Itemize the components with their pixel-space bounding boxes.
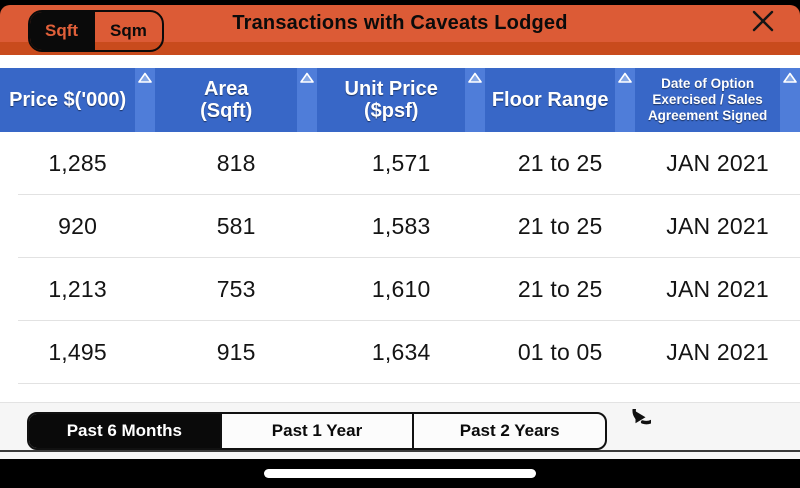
cell-unit-price: 1,571 <box>371 149 431 176</box>
cell-price: 920 <box>58 212 98 239</box>
spacer <box>0 452 800 459</box>
segment-past-2-years[interactable]: Past 2 Years <box>459 421 560 440</box>
cell-price: 1,495 <box>48 338 107 365</box>
column-header-label: Price $('000) <box>9 88 127 111</box>
time-range-segmented-control: Past 6 Months Past 1 Year Past 2 Years <box>27 412 607 450</box>
sort-control-unit-price[interactable] <box>465 68 486 132</box>
cell-unit-price: 1,583 <box>371 212 431 239</box>
cell-area: 753 <box>216 275 256 302</box>
segment-past-6-months[interactable]: Past 6 Months <box>29 414 222 448</box>
refresh-button[interactable] <box>613 396 660 452</box>
column-header-floor-range[interactable]: Floor Range <box>485 68 636 132</box>
home-indicator-handle[interactable] <box>264 469 536 478</box>
cell-floor-range: 21 to 25 <box>517 275 603 302</box>
column-header-label: Unit Price ($psf) <box>344 77 438 122</box>
table-row: 920 581 1,583 21 to 25 JAN 2021 <box>0 195 800 257</box>
segment-past-1-year[interactable]: Past 1 Year <box>222 414 415 448</box>
table-row: 1,285 818 1,571 21 to 25 JAN 2021 <box>0 132 800 194</box>
column-header-label: Floor Range <box>491 88 609 111</box>
cell-price: 1,213 <box>48 275 107 302</box>
cell-unit-price: 1,634 <box>371 338 431 365</box>
title-bar-accent-strip <box>0 42 800 55</box>
home-bar <box>0 459 800 488</box>
sort-control-floor-range[interactable] <box>615 68 636 132</box>
cell-date: JAN 2021 <box>666 338 769 365</box>
sort-control-area[interactable] <box>297 68 318 132</box>
cell-date: JAN 2021 <box>666 212 769 239</box>
cell-floor-range: 21 to 25 <box>517 212 603 239</box>
column-header-date[interactable]: Date of Option Exercised / Sales Agreeme… <box>635 68 800 132</box>
close-button[interactable] <box>748 9 778 39</box>
cell-floor-range: 01 to 05 <box>517 338 603 365</box>
cell-area: 581 <box>216 212 256 239</box>
sort-control-price[interactable] <box>135 68 156 132</box>
cell-area: 915 <box>216 338 256 365</box>
cell-floor-range: 21 to 25 <box>517 149 603 176</box>
column-header-label: Area (Sqft) <box>200 77 253 122</box>
column-header-area[interactable]: Area (Sqft) <box>155 68 318 132</box>
row-divider <box>18 257 800 258</box>
column-header-price[interactable]: Price $('000) <box>0 68 156 132</box>
footer-toolbar: Past 6 Months Past 1 Year Past 2 Years <box>0 396 800 452</box>
sort-control-date[interactable] <box>779 68 800 132</box>
spacer <box>0 55 800 68</box>
column-header-label: Date of Option Exercised / Sales Agreeme… <box>647 76 768 123</box>
toggle-sqm-button[interactable]: Sqm <box>93 12 162 50</box>
table-row: 1,213 753 1,610 21 to 25 JAN 2021 <box>0 258 800 320</box>
close-icon <box>750 8 776 39</box>
row-divider <box>18 194 800 195</box>
unit-toggle: Sqft Sqm <box>28 10 164 52</box>
row-divider <box>18 320 800 321</box>
refresh-icon <box>615 396 660 452</box>
cell-price: 1,285 <box>48 149 107 176</box>
cell-unit-price: 1,610 <box>371 275 431 302</box>
cell-date: JAN 2021 <box>666 149 769 176</box>
page-title: Transactions with Caveats Lodged <box>232 12 568 34</box>
row-divider <box>18 383 800 384</box>
table-header: Price $('000) Area (Sqft) Unit Price ($p… <box>0 68 800 132</box>
toggle-sqft-button[interactable]: Sqft <box>30 12 94 50</box>
table-row: 1,495 915 1,634 01 to 05 JAN 2021 <box>0 321 800 383</box>
column-header-unit-price[interactable]: Unit Price ($psf) <box>317 68 486 132</box>
table-body: 1,285 818 1,571 21 to 25 JAN 2021 920 58… <box>0 132 800 402</box>
title-bar: Sqft Sqm Transactions with Caveats Lodge… <box>0 5 800 52</box>
status-bar-strip <box>0 0 800 5</box>
cell-area: 818 <box>216 149 256 176</box>
cell-date: JAN 2021 <box>666 275 769 302</box>
